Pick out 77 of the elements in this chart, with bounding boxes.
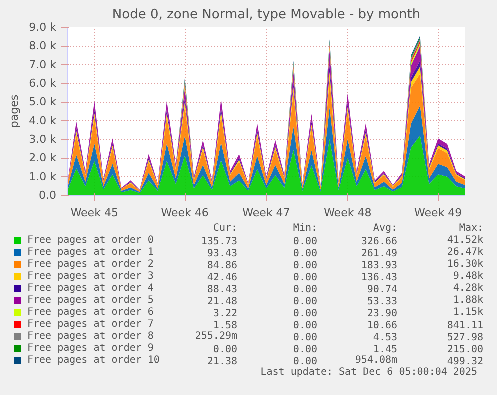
text: 0.00 [213, 344, 238, 356]
text: 215.00 [447, 344, 484, 356]
text: 10.66 [367, 320, 398, 332]
y-tick-label: 2.0 k [29, 152, 58, 165]
text: 90.74 [367, 284, 398, 296]
text: Max: [459, 223, 484, 234]
x-tick-label: Week 45 [70, 206, 118, 220]
legend-label: Free pages at order 4 [28, 283, 154, 294]
y-tick-label: 8.0 k [29, 40, 58, 53]
text: 1.15k [453, 307, 484, 318]
text: 4.28k [453, 283, 484, 294]
text: 527.98 [447, 332, 484, 344]
text: Last update: Sat Dec 6 05:00:04 2025 [260, 367, 478, 378]
text: 23.90 [367, 308, 398, 320]
legend-label: Free pages at order 9 [28, 343, 154, 354]
text: 1.58 [213, 320, 238, 332]
x-tick-label: Week 46 [161, 206, 209, 220]
text: 326.66 [361, 236, 398, 248]
text: 26.47k [447, 247, 484, 258]
text: 255.29m [195, 331, 238, 342]
text: 93.43 [207, 248, 238, 260]
text: 0.00 [293, 332, 318, 344]
y-tick-label: 1.0 k [29, 170, 58, 184]
legend-label: Free pages at order 8 [28, 331, 154, 342]
y-tick-label: 5.0 k [29, 96, 58, 109]
text: 0.00 [293, 272, 318, 284]
text: 0.00 [293, 248, 318, 260]
text: Avg: [373, 223, 398, 234]
text: 135.73 [201, 236, 238, 248]
text: 21.38 [207, 356, 238, 368]
y-tick-label: 6.0 k [29, 77, 58, 90]
legend-label: Free pages at order 6 [28, 307, 154, 318]
legend-label: Free pages at order 3 [28, 271, 154, 282]
text: 136.43 [361, 272, 398, 284]
text: 0.00 [293, 344, 318, 356]
text: Min: [293, 223, 318, 234]
text: 499.32 [447, 356, 484, 368]
y-axis-title: pages [8, 94, 22, 128]
y-tick-label: 9.0 k [29, 21, 58, 34]
text: 0.00 [293, 296, 318, 308]
text: 4.53 [373, 332, 398, 344]
legend-label: Free pages at order 5 [28, 295, 154, 306]
legend-label: Free pages at order 7 [28, 319, 154, 330]
legend-label: Free pages at order 0 [28, 235, 154, 246]
text: Cur: [213, 223, 238, 234]
x-tick-label: Week 47 [242, 206, 290, 220]
x-tick-label: Week 48 [324, 206, 372, 220]
legend-label: Free pages at order 1 [28, 247, 154, 258]
text: 261.49 [361, 248, 398, 260]
text: 1.45 [373, 344, 398, 356]
text: 88.43 [207, 284, 238, 296]
text: 1.88k [453, 295, 484, 306]
text: 53.33 [367, 296, 398, 308]
text: 0.00 [293, 236, 318, 248]
chart-title: Node 0, zone Normal, type Movable - by month [112, 8, 421, 22]
legend-label: Free pages at order 2 [28, 259, 154, 270]
text: 16.30k [447, 259, 484, 270]
y-tick-label: 4.0 k [29, 114, 58, 128]
text: 21.48 [207, 296, 238, 308]
y-tick-label: 0.0 [39, 189, 57, 202]
text: 9.48k [453, 271, 484, 282]
text: 3.22 [213, 308, 238, 320]
legend-label: Free pages at order 10 [28, 355, 160, 366]
y-tick-label: 7.0 k [29, 58, 58, 72]
text: 0.00 [293, 260, 318, 272]
text: 84.86 [207, 260, 238, 272]
text: 0.00 [293, 356, 318, 368]
text: 0.00 [293, 320, 318, 332]
text: 42.46 [207, 272, 238, 284]
text: 841.11 [447, 320, 484, 332]
y-tick-label: 3.0 k [29, 133, 58, 146]
x-tick-label: Week 49 [414, 206, 462, 220]
text: 41.52k [447, 235, 484, 246]
text: 0.00 [293, 284, 318, 296]
text: 954.08m [355, 355, 398, 366]
text: 0.00 [293, 308, 318, 320]
text: 183.93 [361, 260, 398, 272]
